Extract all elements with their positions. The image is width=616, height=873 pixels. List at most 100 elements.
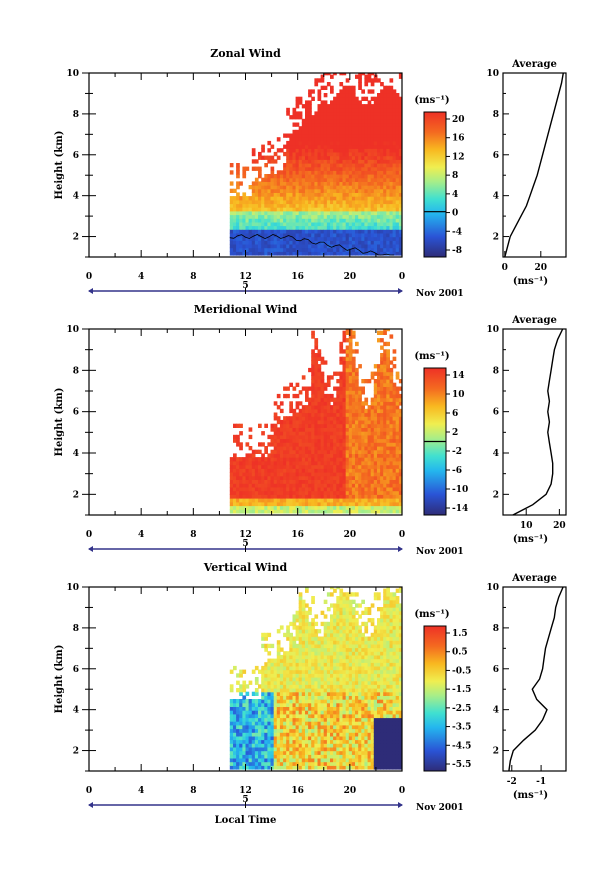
heatmap-cell	[348, 214, 353, 219]
heatmap-cell	[358, 118, 362, 124]
heatmap-cell	[383, 431, 387, 436]
heatmap-cell	[348, 483, 353, 488]
heatmap-cell	[342, 225, 347, 230]
colorbar-tick-label: 2	[452, 428, 458, 438]
heatmap-cell	[261, 680, 265, 685]
heatmap-cell	[305, 247, 309, 252]
heatmap-cell	[236, 438, 240, 443]
heatmap-cell	[301, 416, 306, 421]
heatmap-cell	[270, 728, 275, 733]
heatmap-cell	[361, 129, 365, 135]
heatmap-cell	[355, 472, 359, 477]
heatmap-cell	[323, 100, 328, 105]
heatmap-cell	[254, 210, 259, 216]
heatmap-cell	[301, 728, 306, 733]
heatmap-cell	[301, 651, 306, 656]
average-y-tick-label: 10	[486, 69, 499, 79]
heatmap-cell	[270, 486, 275, 492]
heatmap-cell	[239, 472, 243, 477]
heatmap-cell	[364, 416, 369, 421]
heatmap-cell	[398, 501, 402, 507]
heatmap-cell	[308, 483, 312, 488]
heatmap-cell	[261, 468, 265, 473]
heatmap-cell	[361, 494, 365, 499]
heatmap-cell	[311, 438, 315, 443]
heatmap-cell	[289, 647, 293, 652]
heatmap-cell	[289, 151, 293, 157]
heatmap-cell	[351, 93, 356, 98]
heatmap-cell	[345, 163, 350, 168]
heatmap-cell	[248, 464, 253, 469]
heatmap-cell	[398, 210, 402, 216]
heatmap-cell	[342, 85, 347, 90]
heatmap-cell	[311, 236, 315, 241]
heatmap-cell	[323, 207, 328, 212]
heatmap-cell	[395, 207, 400, 212]
heatmap-cell	[251, 247, 256, 252]
heatmap-cell	[270, 434, 275, 440]
heatmap-cell	[377, 434, 381, 440]
heatmap-cell	[351, 501, 356, 507]
heatmap-cell	[326, 405, 331, 410]
heatmap-cell	[351, 148, 356, 153]
heatmap-cell	[323, 148, 328, 153]
heatmap-cell	[358, 210, 362, 216]
heatmap-cell	[355, 498, 359, 503]
heatmap-cell	[305, 170, 309, 175]
heatmap-cell	[251, 743, 256, 748]
heatmap-cell	[355, 442, 359, 447]
heatmap-cell	[320, 490, 325, 495]
heatmap-cell	[270, 665, 275, 671]
heatmap-cell	[298, 699, 303, 704]
heatmap-cell	[295, 236, 300, 241]
heatmap-cell	[330, 229, 334, 234]
heatmap-cell	[395, 494, 400, 499]
heatmap-cell	[261, 746, 265, 752]
heatmap-cell	[289, 498, 293, 503]
heatmap-cell	[367, 229, 372, 234]
heatmap-cell	[298, 599, 303, 604]
x-tick-label: 8	[190, 530, 196, 540]
heatmap-cell	[370, 498, 375, 503]
heatmap-cell	[314, 401, 319, 406]
heatmap-cell	[386, 397, 390, 402]
heatmap-cell	[283, 746, 287, 752]
heatmap-cell	[339, 129, 344, 135]
heatmap-cell	[239, 721, 243, 726]
heatmap-cell	[351, 144, 356, 149]
heatmap-cell	[248, 501, 253, 507]
heatmap-cell	[254, 479, 259, 484]
heatmap-cell	[283, 214, 287, 219]
heatmap-cell	[289, 192, 293, 197]
heatmap-cell	[323, 126, 328, 131]
heatmap-cell	[295, 669, 300, 674]
heatmap-cell	[333, 251, 337, 256]
heatmap-cell	[395, 177, 400, 182]
heatmap-cell	[358, 401, 362, 406]
heatmap-cell	[320, 137, 325, 142]
heatmap-cell	[301, 240, 306, 245]
heatmap-cell	[364, 159, 369, 164]
heatmap-cell	[261, 728, 265, 733]
heatmap-cell	[380, 137, 384, 142]
heatmap-cell	[377, 225, 381, 230]
heatmap-cell	[336, 115, 340, 120]
heatmap-cell	[358, 390, 362, 395]
heatmap-cell	[386, 356, 390, 361]
heatmap-cell	[380, 174, 384, 179]
date-label: Nov 2001	[416, 547, 464, 557]
heatmap-cell	[380, 225, 384, 230]
heatmap-cell	[345, 416, 350, 421]
heatmap-cell	[279, 713, 284, 719]
heatmap-cell	[364, 199, 369, 205]
heatmap-cell	[279, 408, 284, 414]
heatmap-cell	[383, 386, 387, 391]
heatmap-cell	[298, 677, 303, 682]
heatmap-cell	[273, 662, 278, 667]
heatmap-cell	[351, 166, 356, 171]
heatmap-cell	[373, 390, 378, 395]
heatmap-cell	[289, 494, 293, 499]
heatmap-cell	[286, 416, 290, 421]
heatmap-cell	[348, 367, 353, 373]
heatmap-cell	[317, 390, 322, 395]
